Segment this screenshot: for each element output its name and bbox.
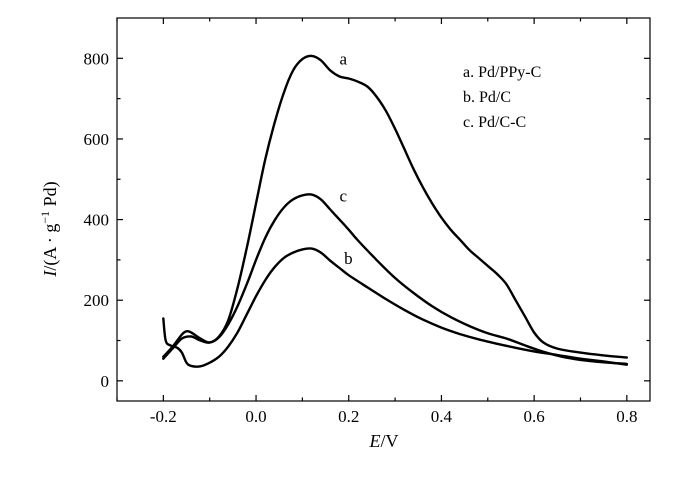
series-line-b [162, 247, 628, 368]
x-tick-label: 0.8 [616, 407, 637, 426]
curve-labels: a c b [339, 49, 352, 268]
y-tick-label: 600 [84, 130, 110, 149]
y-tick-label: 400 [84, 211, 110, 230]
y-tick-label: 0 [101, 372, 110, 391]
curve-label-a: a [339, 49, 347, 68]
legend: a. Pd/PPy-C b. Pd/C c. Pd/C-C [463, 64, 541, 131]
x-tick-label: 0.0 [245, 407, 266, 426]
legend-entry-b: b. Pd/C [463, 89, 511, 106]
legend-entry-c: c. Pd/C-C [463, 114, 526, 131]
curve-label-c: c [339, 186, 347, 205]
x-tick-label: 0.6 [524, 407, 545, 426]
x-tick-label: -0.2 [150, 407, 177, 426]
y-axis-title: I/(A · g−1 Pd) [38, 181, 61, 277]
series-line-a [162, 54, 628, 360]
curve-label-b: b [344, 249, 353, 268]
series-layer [162, 54, 628, 368]
x-axis-title: E/V [369, 431, 399, 451]
plot-frame [116, 17, 651, 402]
y-tick-label: 800 [84, 49, 110, 68]
axis-ticks: -0.2 0.0 0.2 0.4 0.6 0.8 0 200 400 600 800 [84, 18, 650, 426]
legend-entry-a: a. Pd/PPy-C [463, 64, 541, 81]
x-tick-label: 0.2 [338, 407, 359, 426]
x-tick-label: 0.4 [431, 407, 453, 426]
y-tick-label: 200 [84, 291, 110, 310]
plot-border [116, 17, 651, 402]
series-line-c [162, 193, 628, 366]
